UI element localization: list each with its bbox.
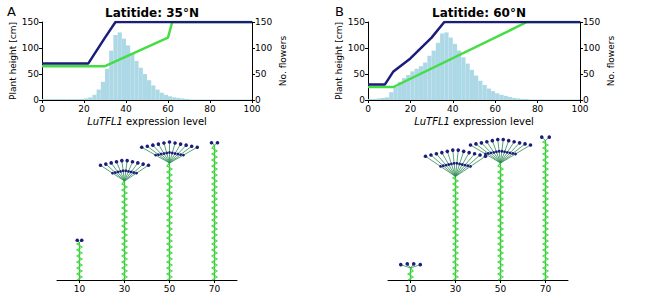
- svg-text:150: 150: [583, 17, 600, 27]
- svg-text:30: 30: [119, 284, 131, 294]
- svg-text:40: 40: [120, 104, 132, 114]
- svg-text:expression level: expression level: [123, 116, 207, 127]
- svg-text:100: 100: [348, 43, 365, 53]
- svg-text:Latitide: 35°N: Latitide: 35°N: [105, 6, 199, 20]
- svg-text:50: 50: [28, 69, 40, 79]
- svg-text:expression level: expression level: [450, 116, 534, 127]
- svg-text:No. flowers: No. flowers: [278, 36, 288, 87]
- svg-text:0: 0: [33, 95, 39, 105]
- svg-text:0: 0: [255, 95, 261, 105]
- svg-text:70: 70: [209, 284, 221, 294]
- svg-text:20: 20: [405, 104, 417, 114]
- svg-text:B: B: [335, 4, 344, 19]
- svg-text:20: 20: [78, 104, 90, 114]
- svg-text:LuTFL1: LuTFL1: [87, 116, 123, 127]
- svg-text:40: 40: [447, 104, 459, 114]
- svg-text:Plant height [cm]: Plant height [cm]: [8, 22, 18, 100]
- svg-text:80: 80: [532, 104, 544, 114]
- svg-text:30: 30: [450, 284, 462, 294]
- svg-text:50: 50: [164, 284, 176, 294]
- svg-text:80: 80: [204, 104, 216, 114]
- svg-text:LuTFL1: LuTFL1: [414, 116, 450, 127]
- svg-text:0: 0: [583, 95, 589, 105]
- svg-text:50: 50: [583, 69, 595, 79]
- svg-text:100: 100: [255, 43, 272, 53]
- svg-text:0: 0: [39, 104, 45, 114]
- svg-text:50: 50: [255, 69, 267, 79]
- svg-text:100: 100: [22, 43, 39, 53]
- svg-text:10: 10: [74, 284, 86, 294]
- svg-text:0: 0: [359, 95, 365, 105]
- svg-text:100: 100: [243, 104, 260, 114]
- svg-text:70: 70: [540, 284, 552, 294]
- svg-text:60: 60: [489, 104, 501, 114]
- svg-text:10: 10: [405, 284, 417, 294]
- svg-text:150: 150: [348, 17, 365, 27]
- svg-text:A: A: [7, 4, 16, 19]
- svg-text:100: 100: [583, 43, 600, 53]
- svg-text:0: 0: [365, 104, 371, 114]
- svg-text:150: 150: [255, 17, 272, 27]
- svg-text:Latitide: 60°N: Latitide: 60°N: [432, 6, 526, 20]
- svg-text:50: 50: [354, 69, 366, 79]
- svg-text:100: 100: [571, 104, 588, 114]
- svg-text:Plant height [cm]: Plant height [cm]: [334, 22, 344, 100]
- svg-text:150: 150: [22, 17, 39, 27]
- svg-text:No. flowers: No. flowers: [606, 36, 616, 87]
- svg-text:50: 50: [495, 284, 507, 294]
- svg-text:60: 60: [162, 104, 174, 114]
